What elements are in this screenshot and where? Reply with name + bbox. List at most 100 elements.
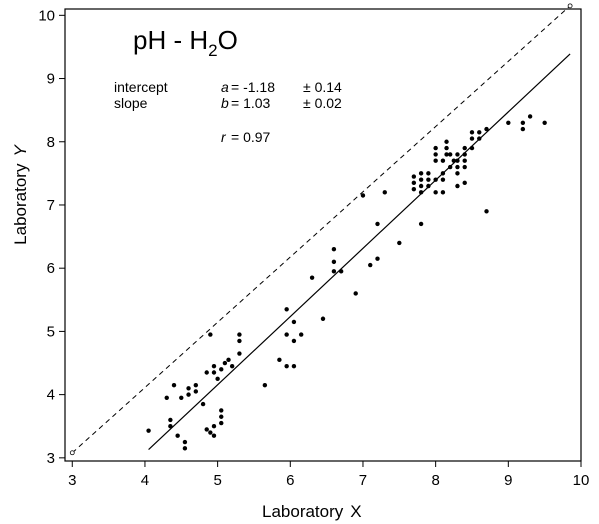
data-point-100 <box>520 120 526 125</box>
a-error: ± 0.14 <box>303 79 342 95</box>
data-point-42 <box>320 316 326 321</box>
data-point-93 <box>469 130 475 135</box>
data-point-15 <box>208 332 213 337</box>
y-tick-label-3: 3 <box>47 450 55 467</box>
data-point-89 <box>462 152 467 157</box>
data-point-9 <box>186 392 191 397</box>
data-point-6 <box>164 395 169 400</box>
data-point-60 <box>418 183 424 189</box>
data-point-2 <box>168 417 173 423</box>
data-point-65 <box>426 171 431 176</box>
data-point-20 <box>222 360 228 366</box>
a-value: = -1.18 <box>231 79 275 95</box>
data-point-102 <box>542 120 547 125</box>
b-error: ± 0.02 <box>303 95 342 111</box>
y-tick-label-8: 8 <box>47 134 55 151</box>
data-point-70 <box>433 145 438 151</box>
data-point-35 <box>284 363 289 369</box>
data-point-3 <box>175 433 180 438</box>
data-point-8 <box>179 395 184 400</box>
data-point-95 <box>477 130 482 135</box>
x-axis-title: Laboratory X <box>262 502 362 521</box>
y-tick-label-10: 10 <box>38 7 55 24</box>
data-point-53 <box>382 190 387 195</box>
data-point-31 <box>219 414 224 419</box>
data-point-54 <box>397 240 402 246</box>
data-point-32 <box>219 408 224 413</box>
x-tick-label-3: 3 <box>68 472 76 489</box>
data-point-10 <box>186 386 191 391</box>
data-point-55 <box>418 221 424 227</box>
data-point-56 <box>411 186 417 192</box>
data-point-85 <box>455 152 460 157</box>
data-point-92 <box>469 136 475 141</box>
data-point-36 <box>284 332 289 337</box>
y-tick-label-9: 9 <box>47 71 55 88</box>
data-point-24 <box>237 338 242 344</box>
data-point-96 <box>484 126 489 132</box>
a-symbol: a <box>221 79 229 95</box>
data-point-51 <box>375 256 380 261</box>
data-point-69 <box>433 152 438 157</box>
x-tick-label-8: 8 <box>431 472 439 489</box>
data-point-61 <box>418 177 424 182</box>
data-point-47 <box>338 269 344 274</box>
data-point-1 <box>168 424 173 429</box>
data-point-90 <box>462 145 467 151</box>
data-point-11 <box>193 389 199 394</box>
data-point-0 <box>146 428 151 433</box>
data-point-88 <box>462 158 467 163</box>
x-tick-label-5: 5 <box>213 472 221 489</box>
data-point-19 <box>219 367 224 372</box>
plot-frame <box>64 8 582 462</box>
data-point-43 <box>309 275 315 280</box>
b-value: = 1.03 <box>231 95 271 111</box>
data-point-49 <box>360 193 366 198</box>
data-point-34 <box>277 357 282 363</box>
y-tick-label-5: 5 <box>47 323 55 340</box>
data-point-18 <box>215 376 220 382</box>
r-value: = 0.97 <box>231 129 271 145</box>
data-point-68 <box>433 158 438 163</box>
data-point-78 <box>447 164 453 170</box>
data-point-80 <box>451 158 457 163</box>
x-tick-label-6: 6 <box>286 472 294 489</box>
data-point-39 <box>291 319 297 325</box>
data-point-29 <box>211 433 217 438</box>
stats-box: intercept slope a = -1.18 ± 0.14 b = 1.0… <box>114 79 342 145</box>
x-tick-label-10: 10 <box>573 472 590 489</box>
plot-border <box>64 8 582 462</box>
data-point-59 <box>418 190 424 195</box>
data-point-21 <box>226 357 231 363</box>
data-point-81 <box>455 183 460 189</box>
data-point-14 <box>204 370 209 375</box>
data-point-37 <box>284 307 289 312</box>
data-point-83 <box>455 164 460 170</box>
b-symbol: b <box>221 95 229 111</box>
data-point-75 <box>444 152 449 157</box>
data-point-82 <box>455 171 460 176</box>
data-point-12 <box>193 382 199 388</box>
data-point-58 <box>411 174 417 179</box>
data-point-86 <box>462 180 467 186</box>
data-point-72 <box>440 177 446 182</box>
data-point-98 <box>506 120 511 125</box>
data-point-76 <box>444 145 449 151</box>
data-point-28 <box>211 424 217 429</box>
data-point-71 <box>440 190 446 195</box>
identity-line <box>71 5 571 454</box>
data-point-41 <box>298 332 304 337</box>
y-tick-label-6: 6 <box>47 260 55 277</box>
data-point-33 <box>262 382 268 388</box>
data-point-27 <box>208 430 213 435</box>
x-axis: 3 4 5 6 7 8 9 10 <box>68 461 589 489</box>
data-point-74 <box>440 158 446 163</box>
slope-label: slope <box>114 95 148 111</box>
data-point-17 <box>211 363 217 369</box>
y-axis: 3 4 5 6 7 8 9 10 <box>38 7 65 467</box>
data-point-79 <box>447 152 453 157</box>
data-point-84 <box>455 158 460 163</box>
identity-line-start <box>69 450 75 456</box>
data-point-44 <box>331 269 337 274</box>
